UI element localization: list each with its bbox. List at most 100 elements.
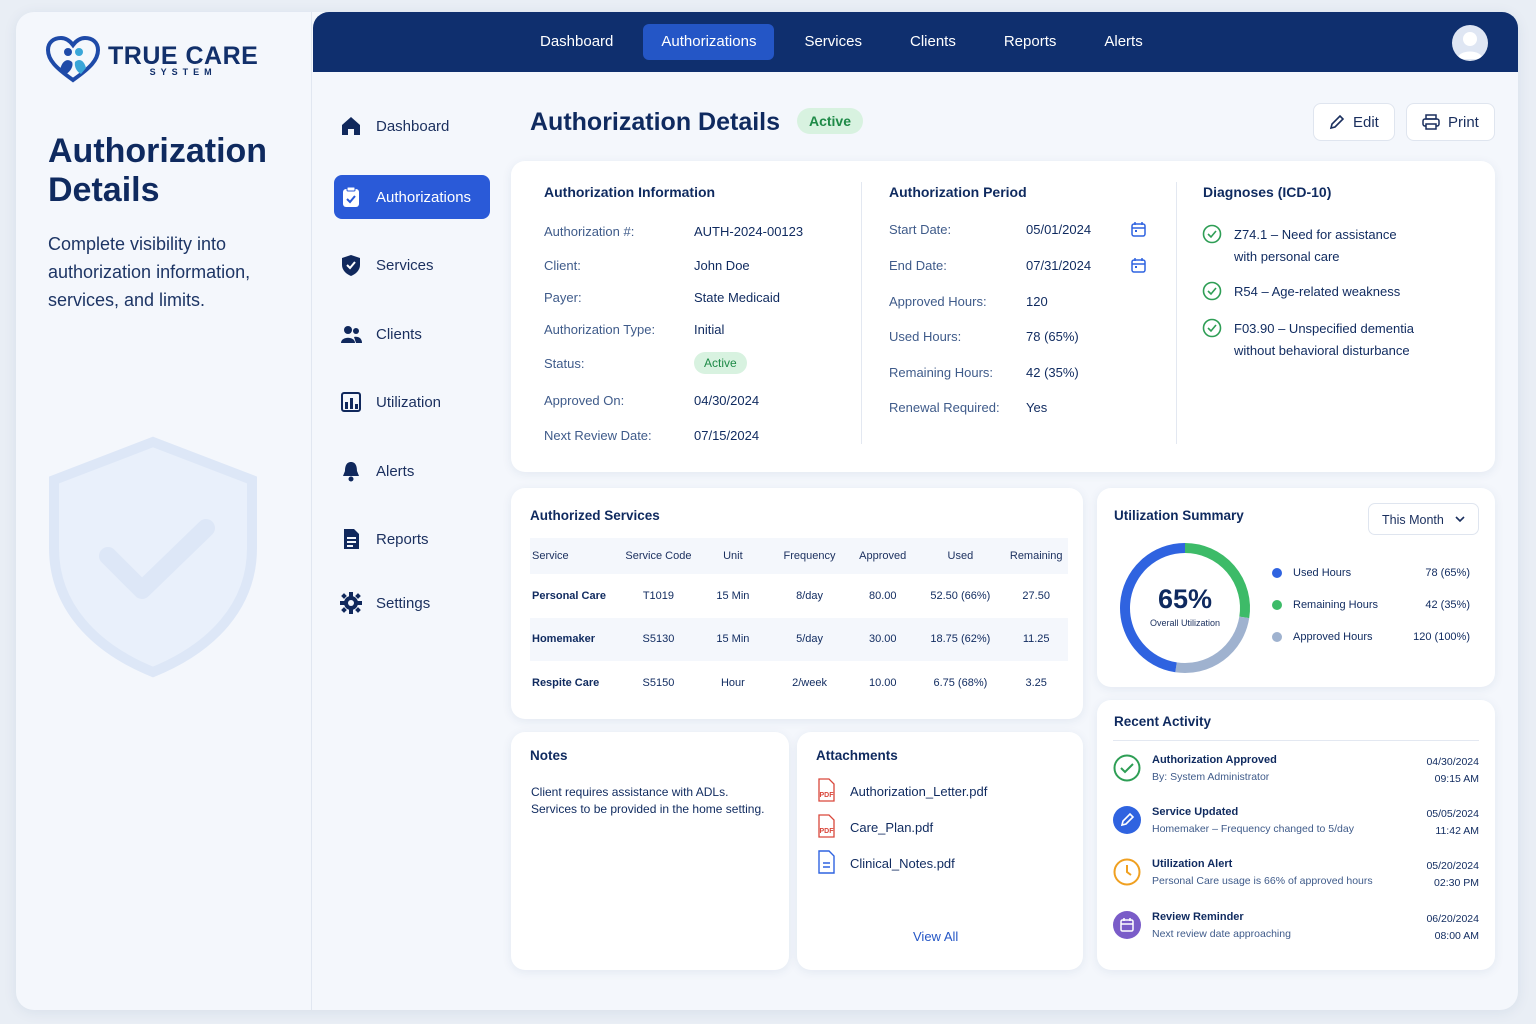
pencil-icon <box>1329 114 1345 130</box>
table-cell: 80.00 <box>849 574 917 618</box>
check-circle-icon <box>1113 754 1141 782</box>
diagnosis-text: Z74.1 – Need for assistance with personal… <box>1234 224 1397 268</box>
auth-period-value: 05/01/2024 <box>1026 222 1092 237</box>
table-header-row: Service Service Code Unit Frequency Approved… <box>530 538 1068 574</box>
sidebar-item-clients[interactable]: Clients <box>334 312 490 356</box>
calendar-icon[interactable] <box>1131 257 1146 278</box>
edit-label: Edit <box>1353 113 1379 131</box>
diagnosis-item: R54 – Age-related weakness <box>1202 281 1400 306</box>
legend-dot <box>1272 600 1282 610</box>
period-select[interactable]: This Month <box>1368 503 1479 535</box>
document-icon <box>344 529 359 549</box>
auth-info-label: Authorization Type: <box>544 322 656 337</box>
activity-time: 08:00 AM <box>1434 930 1479 942</box>
activity-description: Personal Care usage is 66% of approved h… <box>1152 875 1373 887</box>
sidebar-item-authorizations[interactable]: Authorizations <box>334 175 490 219</box>
legend-item: Used Hours 78 (65%) <box>1272 567 1470 579</box>
sidebar-item-settings[interactable]: Settings <box>334 581 490 625</box>
legend-dot <box>1272 568 1282 578</box>
check-circle-icon <box>1202 318 1222 362</box>
table-cell: Hour <box>695 661 771 705</box>
table-cell: Homemaker <box>530 617 622 661</box>
attachments-heading: Attachments <box>816 748 898 763</box>
diagnosis-line: with personal care <box>1234 249 1340 264</box>
attachment-item[interactable]: PDF Care_Plan.pdf <box>816 814 933 841</box>
attachments-card <box>797 732 1083 970</box>
legend-label: Used Hours <box>1293 567 1352 579</box>
brand-subtitle: SYSTEM <box>149 66 217 77</box>
auth-period-value: 120 <box>1026 294 1048 309</box>
bell-icon <box>343 462 359 482</box>
notes-heading: Notes <box>530 748 568 763</box>
sidebar-item-alerts[interactable]: Alerts <box>334 449 490 493</box>
column-header: Service <box>530 538 622 574</box>
sidebar-item-label: Settings <box>376 594 431 612</box>
services-table: Service Service Code Unit Frequency Approved… <box>530 538 1068 705</box>
sidebar-item-dashboard[interactable]: Dashboard <box>334 104 490 148</box>
auth-period-value: 42 (35%) <box>1026 365 1079 380</box>
column-header: Used <box>916 538 1005 574</box>
diagnosis-line: without behavioral disturbance <box>1234 343 1410 358</box>
table-row: Respite Care S5150 Hour 2/week 10.00 6.75 (68… <box>530 661 1068 705</box>
calendar-icon[interactable] <box>1131 221 1146 242</box>
auth-info-value: 04/30/2024 <box>694 393 760 408</box>
auth-period-value: 07/31/2024 <box>1026 258 1092 273</box>
divider <box>861 182 862 444</box>
diagnosis-line: F03.90 – Unspecified dementia <box>1234 321 1414 336</box>
activity-date: 04/30/2024 <box>1426 756 1479 768</box>
user-avatar[interactable] <box>1452 25 1488 61</box>
legend-label: Approved Hours <box>1293 631 1373 643</box>
sidebar-item-reports[interactable]: Reports <box>334 517 490 561</box>
auth-info-value: Initial <box>694 322 725 337</box>
auth-info-label: Client: <box>544 258 581 273</box>
top-nav-dashboard[interactable]: Dashboard <box>540 33 614 50</box>
auth-info-value: State Medicaid <box>694 290 780 305</box>
top-nav-alerts[interactable]: Alerts <box>1104 33 1143 50</box>
activity-item[interactable]: Service Updated Homemaker – Frequency cha… <box>1113 804 1479 846</box>
activity-item[interactable]: Review Reminder Next review date approach… <box>1113 909 1479 951</box>
table-cell: T1019 <box>621 574 696 618</box>
sidebar-item-label: Authorizations <box>376 188 472 206</box>
sidebar-item-utilization[interactable]: Utilization <box>334 380 490 424</box>
page-title-row: Authorization Details Active <box>530 108 863 137</box>
edit-button[interactable]: Edit <box>1313 103 1395 141</box>
attachment-item[interactable]: Clinical_Notes.pdf <box>816 850 955 877</box>
printer-icon <box>1422 114 1440 130</box>
table-cell: 10.00 <box>849 661 917 705</box>
view-all-link[interactable]: View All <box>913 929 959 944</box>
column-header: Frequency <box>770 538 850 574</box>
top-nav-clients[interactable]: Clients <box>909 33 956 50</box>
legend-value: 78 (65%) <box>1425 567 1470 579</box>
sidebar-item-services[interactable]: Services <box>334 243 490 287</box>
column-header: Approved <box>849 538 917 574</box>
print-label: Print <box>1448 113 1479 131</box>
sidebar-item-label: Utilization <box>376 393 442 411</box>
hero-subtitle: Complete visibility into authorization i… <box>48 234 251 310</box>
activity-item[interactable]: Authorization Approved By: System Adminis… <box>1113 752 1479 794</box>
shield-check-icon <box>342 255 360 276</box>
top-nav-reports[interactable]: Reports <box>1003 33 1057 50</box>
heart-logo-icon <box>46 36 100 83</box>
top-nav-services[interactable]: Services <box>804 33 862 50</box>
table-cell: 8/day <box>770 574 850 618</box>
attachment-item[interactable]: PDF Authorization_Letter.pdf <box>816 778 987 805</box>
auth-info-label: Approved On: <box>544 393 625 408</box>
top-navbar <box>313 12 1518 72</box>
top-nav-authorizations[interactable]: Authorizations <box>643 24 775 60</box>
auth-period-value: Yes <box>1026 400 1048 415</box>
table-cell: 18.75 (62%) <box>916 617 1005 661</box>
shield-watermark-icon <box>49 436 257 678</box>
check-circle-icon <box>1202 224 1222 268</box>
auth-info-value: John Doe <box>694 258 750 273</box>
print-button[interactable]: Print <box>1406 103 1495 141</box>
activity-description: Next review date approaching <box>1152 928 1291 940</box>
activity-item[interactable]: Utilization Alert Personal Care usage is … <box>1113 856 1479 898</box>
activity-timestamp: 05/05/2024 11:42 AM <box>1426 806 1479 840</box>
table-cell: 52.50 (66%) <box>916 574 1005 618</box>
divider <box>1176 182 1177 444</box>
pencil-icon <box>1113 806 1141 834</box>
svg-text:PDF: PDF <box>820 792 835 799</box>
clock-icon <box>1113 858 1141 886</box>
auth-info-label: Authorization #: <box>544 224 635 239</box>
table-cell: 11.25 <box>1004 617 1068 661</box>
